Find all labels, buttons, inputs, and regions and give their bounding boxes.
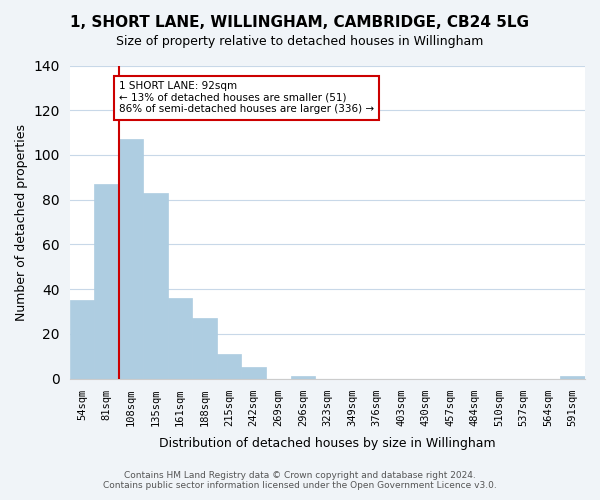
Text: 1, SHORT LANE, WILLINGHAM, CAMBRIDGE, CB24 5LG: 1, SHORT LANE, WILLINGHAM, CAMBRIDGE, CB… (71, 15, 530, 30)
Bar (70, 300, 94, 378)
Text: Size of property relative to detached houses in Willingham: Size of property relative to detached ho… (116, 35, 484, 48)
Bar (290, 376, 315, 378)
Bar (560, 376, 585, 378)
Text: 1 SHORT LANE: 92sqm
← 13% of detached houses are smaller (51)
86% of semi-detach: 1 SHORT LANE: 92sqm ← 13% of detached ho… (119, 81, 374, 114)
Bar (119, 140, 143, 378)
Bar (168, 298, 193, 378)
Bar (241, 368, 266, 378)
Y-axis label: Number of detached properties: Number of detached properties (15, 124, 28, 320)
Text: Contains HM Land Registry data © Crown copyright and database right 2024.
Contai: Contains HM Land Registry data © Crown c… (103, 470, 497, 490)
Bar (143, 193, 168, 378)
Bar (94, 184, 119, 378)
Bar (217, 354, 241, 378)
X-axis label: Distribution of detached houses by size in Willingham: Distribution of detached houses by size … (159, 437, 496, 450)
Bar (193, 318, 217, 378)
